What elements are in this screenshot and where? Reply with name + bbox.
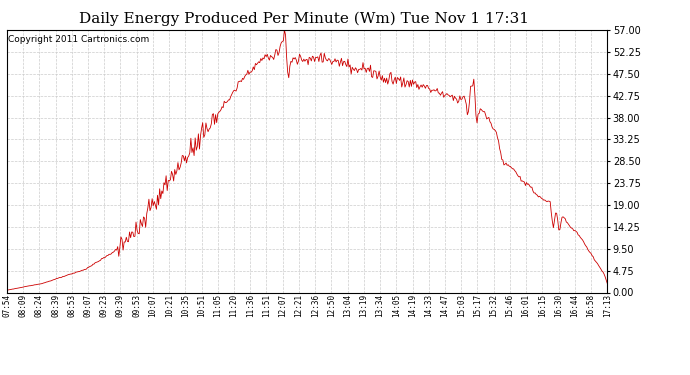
Text: Daily Energy Produced Per Minute (Wm) Tue Nov 1 17:31: Daily Energy Produced Per Minute (Wm) Tu… — [79, 11, 529, 26]
Text: Copyright 2011 Cartronics.com: Copyright 2011 Cartronics.com — [8, 35, 149, 44]
